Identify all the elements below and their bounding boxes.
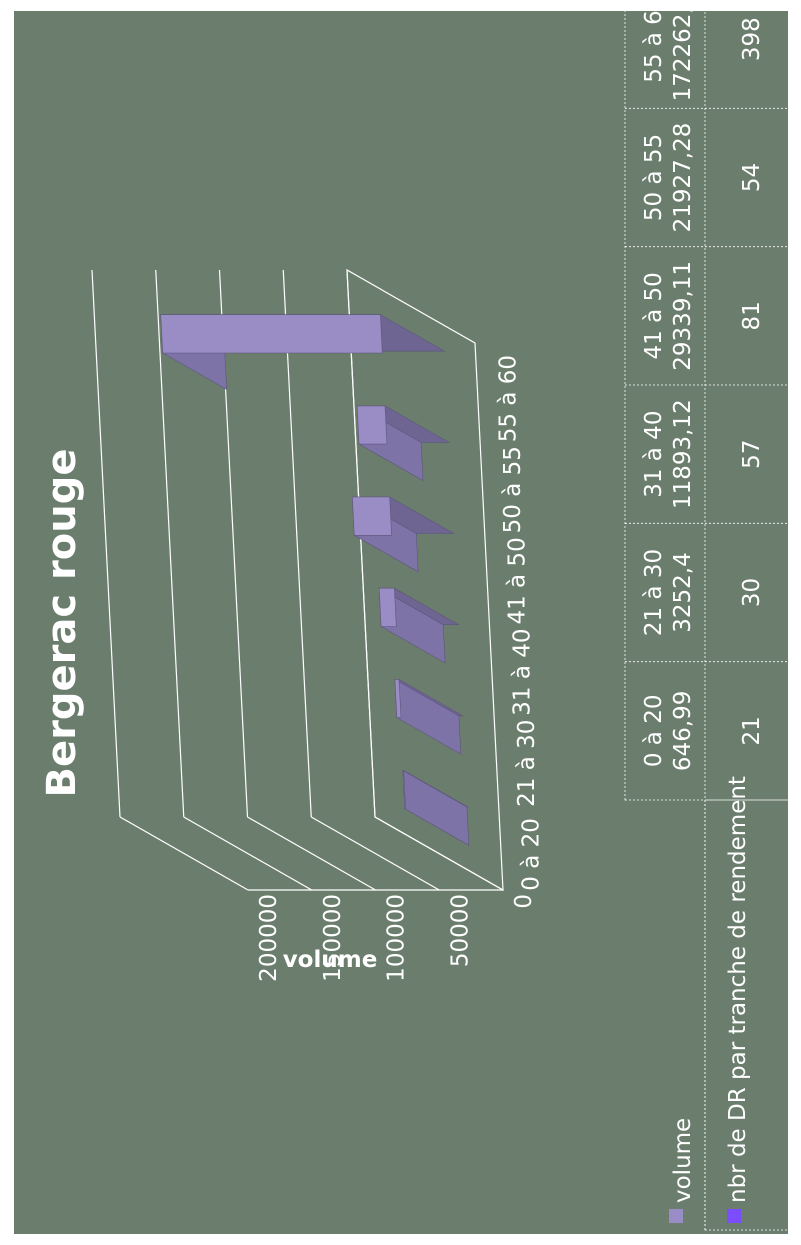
bar: [378, 587, 397, 627]
table-volume-cell: 172262,88: [670, 0, 696, 101]
x-tick-label: 21 à 30: [514, 720, 540, 807]
table-volume-cell: 646,99: [670, 691, 696, 771]
x-tick-label: 55 à 60: [495, 355, 521, 442]
gridline: [282, 269, 312, 818]
table-header-cell: 31 à 40: [641, 411, 667, 498]
data-table: 0 à 20 646,99 21 21 à 30 3252,4 30 31 à 40 1189…: [624, 0, 791, 1231]
x-tick-label: 31 à 40: [509, 628, 535, 715]
table-volume-cell: 3252,4: [670, 552, 696, 632]
y-axis-label: volume: [283, 947, 378, 973]
bar: [351, 496, 392, 536]
table-volume-cell: 29339,11: [670, 261, 696, 371]
gridline-depth: [119, 816, 249, 891]
y-tick-label: 0: [511, 894, 537, 909]
table-count-cell: 54: [739, 163, 765, 192]
y-tick-label: 200000: [256, 894, 282, 982]
gridline: [155, 269, 185, 818]
legend-label-volume: volume: [670, 1118, 696, 1203]
gridline-depth: [310, 816, 440, 891]
table-header-cell: 0 à 20: [641, 695, 667, 768]
table-count-cell: 30: [739, 578, 765, 607]
table-count-cell: 57: [739, 440, 765, 469]
table-volume-cell: 11893,12: [670, 399, 696, 509]
bar: [402, 770, 406, 810]
x-tick-labels: 0 à 20 21 à 30 31 à 40 41 à 50 50 à 55 55 à 6…: [495, 355, 544, 891]
x-tick-label: 41 à 50: [505, 537, 531, 624]
gridline-depth: [247, 816, 376, 891]
y-tick-label: 150000: [320, 894, 346, 982]
gridline: [91, 269, 121, 818]
y-tick-label: 50000: [447, 894, 473, 967]
table-header-cell: 21 à 30: [641, 549, 667, 636]
table-border: [624, 0, 791, 801]
bar: [356, 405, 388, 445]
table-volume-cell: 21927,28: [670, 123, 696, 233]
x-tick-label: 0 à 20: [519, 818, 545, 891]
gridline-depth: [183, 816, 313, 891]
legend-swatch-count: [727, 1209, 741, 1223]
table-header-cell: 41 à 50: [641, 272, 667, 359]
table-header-cell: 55 à 60: [641, 0, 667, 83]
table-count-cell: 21: [739, 716, 765, 745]
bar: [160, 314, 383, 354]
table-header-cell: 50 à 55: [641, 134, 667, 221]
floor: [346, 268, 504, 892]
chart-title: Bergerac rouge: [39, 449, 85, 798]
bar: [394, 679, 402, 718]
legend-label-count: nbr de DR par tranche de rendement: [725, 776, 751, 1203]
bar-top: [394, 678, 462, 755]
table-label-cell: [704, 799, 791, 1231]
table-count-cell: 81: [739, 301, 765, 330]
bar-top: [402, 769, 470, 846]
bars: [159, 314, 470, 846]
y-tick-label: 100000: [384, 894, 410, 982]
table-count-cell: 398: [739, 17, 765, 61]
legend-swatch-volume: [669, 1209, 683, 1223]
x-tick-label: 50 à 55: [500, 446, 526, 533]
y-tick-labels: 0 50000 100000 150000 200000: [256, 894, 537, 982]
